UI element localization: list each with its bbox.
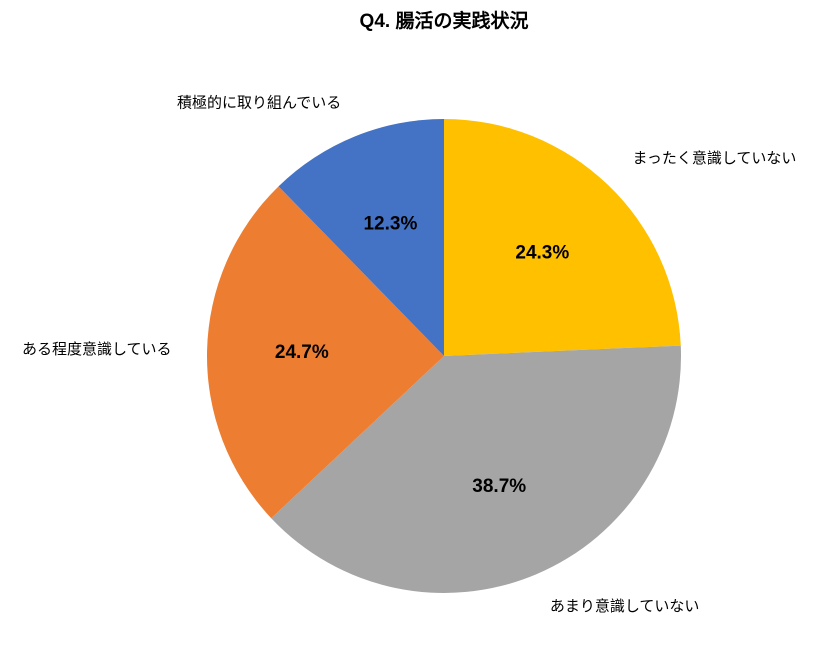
- category-label: まったく意識していない: [632, 149, 796, 167]
- pie-slice: [206, 186, 444, 519]
- chart-title: Q4. 腸活の実践状況: [360, 9, 529, 32]
- value-label: 24.7%: [275, 342, 329, 363]
- value-label: 38.7%: [472, 476, 526, 497]
- pie-slice: [278, 119, 444, 356]
- pie-slice: [444, 119, 681, 356]
- category-label: あまり意識していない: [550, 597, 700, 615]
- value-label: 24.3%: [515, 242, 569, 263]
- value-label: 12.3%: [363, 213, 417, 234]
- category-label: ある程度意識している: [22, 340, 172, 358]
- category-label: 積極的に取り組んでいる: [177, 95, 341, 112]
- pie-slice: [271, 345, 681, 593]
